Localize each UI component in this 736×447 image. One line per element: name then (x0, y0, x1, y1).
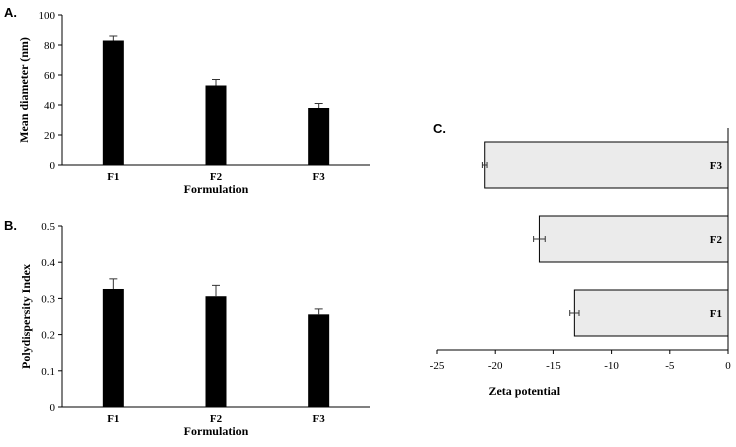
y-tick-label: 20 (44, 130, 56, 142)
bar-f1 (102, 40, 124, 165)
x-tick-label: F2 (210, 171, 223, 183)
x-tick-label: 0 (725, 360, 731, 372)
bar-f1 (102, 288, 124, 407)
y-tick-label: 0.2 (41, 330, 55, 342)
mean-diameter-chart: 0 20 40 60 80 100 F1 F2 F3 Formulation Mean diamet… (17, 10, 370, 196)
y-axis-title: Mean diameter (nm) (17, 37, 31, 143)
bar-f3 (308, 314, 330, 407)
y-tick-label: 0.4 (41, 257, 55, 269)
bar-f3 (308, 108, 330, 165)
x-tick-label: -20 (488, 360, 503, 372)
x-axis-title: Zeta potential (488, 384, 560, 398)
x-tick-label: F2 (210, 413, 223, 425)
bar-f2 (205, 85, 227, 165)
bar-f3 (484, 141, 729, 189)
polydispersity-chart: 0 0.1 0.2 0.3 0.4 0.5 F1 F2 F3 Formulation Polydis… (19, 221, 370, 438)
panel-label-a: A. (4, 5, 17, 20)
bar-f2 (538, 215, 729, 263)
y-tick-label: 0.1 (41, 366, 55, 378)
x-tick-label: F3 (313, 413, 326, 425)
x-axis-title: Formulation (184, 424, 249, 438)
x-tick-label: F3 (313, 171, 326, 183)
bar-category-label: F3 (710, 160, 723, 172)
y-tick-label: 80 (44, 40, 56, 52)
x-axis-title: Formulation (184, 182, 249, 196)
x-tick-label: F1 (107, 171, 119, 183)
y-tick-label: 0 (50, 402, 56, 414)
bar-category-label: F2 (710, 234, 723, 246)
bar-category-label: F1 (710, 308, 722, 320)
x-tick-label: -10 (604, 360, 619, 372)
y-tick-label: 100 (39, 10, 56, 22)
y-tick-label: 0 (50, 160, 56, 172)
y-tick-label: 60 (44, 70, 56, 82)
y-tick-label: 40 (44, 100, 56, 112)
x-tick-label: -25 (430, 360, 445, 372)
bar-f2 (205, 296, 227, 407)
y-tick-label: 0.5 (41, 221, 55, 233)
x-tick-label: F1 (107, 413, 119, 425)
panel-label-b: B. (4, 218, 17, 233)
x-tick-label: -5 (665, 360, 675, 372)
y-axis-title: Polydispersity Index (19, 264, 33, 369)
bar-f1 (573, 289, 729, 337)
y-tick-label: 0.3 (41, 293, 55, 305)
zeta-potential-chart: -25 -20 -15 -10 -5 0 F1 F2 F3 Zeta potential (430, 128, 731, 398)
panel-label-c: C. (433, 121, 446, 136)
x-tick-label: -15 (546, 360, 561, 372)
